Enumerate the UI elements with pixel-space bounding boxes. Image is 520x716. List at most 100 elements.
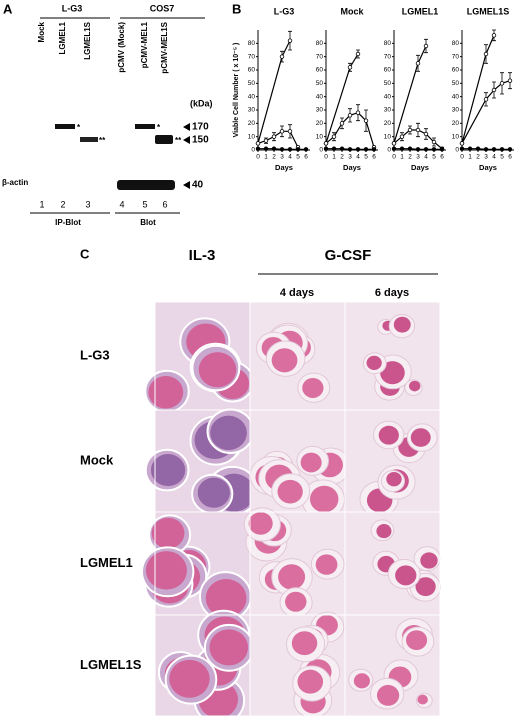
data-point: [431, 139, 437, 145]
y-tick-label: 10: [248, 133, 256, 140]
data-point: [355, 51, 361, 57]
y-tick-label: 0: [319, 147, 323, 154]
x-tick-label: 0: [324, 154, 328, 161]
x-tick-label: 6: [372, 154, 376, 161]
size-marker: 150: [192, 135, 209, 146]
group-title: L-G3: [62, 3, 83, 13]
nucleus: [277, 479, 303, 504]
row-label: L-G3: [80, 347, 110, 362]
y-tick-label: 60: [384, 67, 392, 74]
data-point: [339, 146, 345, 151]
x-axis-label: Days: [275, 163, 293, 172]
row-label: LGMEL1S: [80, 657, 142, 672]
y-tick-label: 30: [248, 107, 256, 114]
row-label: Mock: [80, 452, 114, 467]
nucleus: [297, 669, 324, 694]
data-point: [271, 134, 277, 139]
lane-label: LGMEL1: [58, 21, 67, 54]
y-tick-label: 60: [452, 67, 460, 74]
x-tick-label: 2: [408, 154, 412, 161]
nucleus: [209, 629, 249, 666]
data-point: [399, 146, 405, 151]
nucleus: [150, 454, 186, 487]
x-tick-label: 1: [332, 154, 336, 161]
chart-title: LGMEL1S: [467, 6, 510, 16]
nucleus: [151, 517, 185, 549]
data-point: [483, 147, 489, 152]
lane-label: pCMV-MEL1S: [160, 21, 169, 73]
data-point: [483, 97, 489, 102]
nucleus: [393, 316, 411, 333]
y-tick-label: 20: [248, 120, 256, 127]
y-tick-label: 50: [384, 80, 392, 87]
x-tick-label: 2: [272, 154, 276, 161]
y-tick-label: 80: [316, 40, 324, 47]
x-tick-label: 1: [400, 154, 404, 161]
x-tick-label: 4: [288, 154, 292, 161]
data-point: [467, 146, 473, 151]
data-point: [287, 129, 293, 134]
y-tick-label: 40: [316, 93, 324, 100]
data-point: [331, 146, 337, 151]
data-point: [507, 147, 513, 152]
data-point: [491, 147, 497, 152]
nucleus: [300, 452, 322, 473]
data-point: [423, 147, 429, 152]
x-axis-label: Days: [479, 163, 497, 172]
data-point: [323, 141, 329, 146]
y-tick-label: 80: [248, 40, 256, 47]
data-point: [255, 141, 261, 146]
nucleus: [395, 565, 417, 586]
nucleus: [376, 524, 392, 539]
series-line: [461, 80, 511, 144]
x-tick-label: 6: [508, 154, 512, 161]
data-point: [399, 134, 405, 139]
x-tick-label: 1: [468, 154, 472, 161]
lane-label: LGMEL1S: [83, 21, 92, 59]
nucleus: [376, 684, 400, 706]
data-point: [279, 129, 285, 134]
x-tick-label: 3: [348, 154, 352, 161]
x-tick-label: 5: [500, 154, 504, 161]
data-point: [263, 138, 269, 143]
nucleus: [353, 673, 370, 689]
lane-number: 5: [142, 199, 147, 209]
y-tick-label: 0: [387, 147, 391, 154]
y-tick-label: 20: [316, 120, 324, 127]
unit-label: (kDa): [190, 98, 213, 108]
series-line: [325, 53, 359, 144]
data-point: [439, 147, 445, 152]
x-axis-label: Days: [343, 163, 361, 172]
nucleus: [169, 659, 210, 698]
data-point: [279, 54, 285, 59]
column-title: IL-3: [189, 247, 216, 264]
data-point: [423, 43, 429, 49]
nucleus: [420, 552, 438, 569]
data-point: [355, 110, 361, 115]
lane-label: Mock: [37, 21, 46, 42]
nucleus: [197, 477, 230, 508]
nucleus: [198, 352, 237, 388]
series-line: [257, 130, 299, 148]
data-point: [475, 146, 481, 151]
series-line: [461, 35, 495, 144]
nucleus: [366, 355, 382, 370]
data-point: [271, 146, 277, 151]
data-point: [499, 147, 505, 152]
data-point: [491, 33, 497, 38]
nucleus: [248, 512, 273, 535]
x-tick-label: 6: [304, 154, 308, 161]
nucleus: [409, 380, 421, 392]
data-point: [255, 146, 261, 151]
y-tick-label: 50: [248, 80, 256, 87]
chart-title: LGMEL1: [402, 6, 439, 16]
data-point: [287, 38, 293, 43]
y-tick-label: 70: [452, 53, 460, 60]
x-tick-label: 4: [424, 154, 428, 161]
series-line: [257, 40, 291, 144]
marker-arrow: [183, 123, 190, 189]
nucleus: [291, 631, 318, 656]
lane-number: 3: [85, 199, 90, 209]
x-tick-label: 3: [280, 154, 284, 161]
x-tick-label: 3: [416, 154, 420, 161]
